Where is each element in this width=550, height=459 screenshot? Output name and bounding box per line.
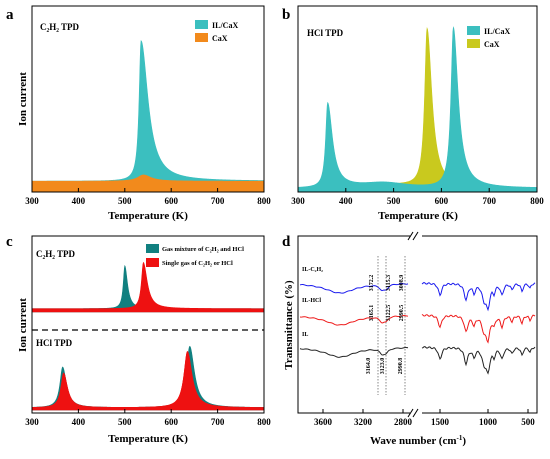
legend-label-mixture: Gas mixture of C₂H₂ and HCl: [162, 246, 244, 253]
x-tick-label: 800: [257, 417, 271, 427]
panel-d-xlabel-close: ): [462, 435, 466, 447]
x-tick-label: 600: [435, 196, 449, 206]
series-label-il-hcl: IL-HCl: [302, 298, 321, 304]
x-tick-label: 400: [72, 196, 86, 206]
x-tick-label: 600: [164, 196, 178, 206]
series-area-il-cax: [31, 40, 265, 193]
legend-swatch-single: [146, 258, 159, 267]
panel-b-label: b: [282, 7, 290, 23]
legend-label-il-cax: IL/CaX: [212, 21, 238, 30]
x-tick-label: 1500: [431, 417, 450, 427]
panel-c-label: c: [6, 234, 13, 250]
peak-annotation: 3122.5: [386, 305, 392, 322]
panel-a-legend: IL/CaX CaX: [195, 20, 238, 43]
x-tick-label: 300: [25, 417, 39, 427]
x-tick-label: 400: [72, 417, 86, 427]
spectrum-line-il-hcl-low: [421, 314, 536, 344]
panel-c-xlabel: Temperature (K): [108, 433, 188, 445]
peak-annotation: 3115.3: [386, 275, 392, 291]
peak-annotation: 3008.9: [399, 275, 405, 292]
x-tick-label: 3600: [314, 417, 333, 427]
x-tick-label: 500: [118, 196, 132, 206]
x-tick-label: 700: [211, 417, 225, 427]
x-tick-label: 500: [118, 417, 132, 427]
panel-d-ylabel: Transmittance (%): [283, 280, 295, 370]
x-tick-label: 800: [257, 196, 271, 206]
x-tick-label: 3200: [354, 417, 373, 427]
legend-swatch-il-cax: [195, 20, 208, 29]
panel-d-label: d: [282, 234, 291, 250]
panel-b-xticks: 300 400 500 600 700 800: [291, 188, 544, 206]
panel-b-frame: [297, 5, 538, 193]
series-area-il-cax: [297, 26, 538, 193]
x-tick-label: 300: [291, 196, 305, 206]
panel-d: d IL-C₂H₂ IL-HCl IL 3172.2 3115.3 3008.931…: [282, 231, 538, 447]
legend-label-cax: CaX: [212, 34, 228, 43]
spectrum-line-il-c-h-low: [421, 281, 536, 312]
panel-a: a C₂H₂ TPD 300 400 500 600 700 800 Temperatur…: [6, 5, 271, 222]
panel-d-annotations: 3172.2 3115.3 3008.9 3165.1 3122.5 2990.5 3164…: [366, 275, 405, 375]
peak-annotation: 2990.8: [398, 358, 404, 375]
panel-c-title-top: C₂H₂ TPD: [36, 249, 75, 259]
panel-c-frame: [31, 235, 265, 414]
panel-d-xlabel-sup: -1: [457, 434, 463, 442]
panel-c-title-bottom: HCl TPD: [36, 338, 73, 348]
legend-swatch-mixture: [146, 244, 159, 253]
x-tick-label: 300: [25, 196, 39, 206]
panel-c-legend: Gas mixture of C₂H₂ and HCl Single gas o…: [146, 244, 244, 267]
series-label-il-c2h2: IL-C₂H₂: [302, 267, 323, 273]
legend-swatch-cax: [195, 33, 208, 42]
spectrum-line-il-c-h-high: [299, 283, 409, 294]
spectrum-line-il-hcl-high: [299, 315, 409, 326]
panel-a-frame: [31, 5, 265, 193]
x-tick-label: 700: [211, 196, 225, 206]
panel-d-xlabel: Wave number (cm-1): [370, 434, 466, 447]
panel-d-spectra: [299, 281, 536, 375]
x-tick-label: 1000: [479, 417, 498, 427]
x-tick-label: 600: [164, 417, 178, 427]
x-tick-label: 500: [387, 196, 401, 206]
panel-a-areas: [31, 40, 265, 193]
panel-a-title: C₂H₂ TPD: [40, 22, 79, 32]
spectrum-line-il-high: [299, 346, 409, 358]
peak-annotation: 3123.0: [380, 358, 386, 375]
spectrum-line-il-low: [421, 346, 536, 375]
legend-label-il-cax: IL/CaX: [484, 27, 510, 36]
x-tick-label: 800: [530, 196, 544, 206]
series-area-single-gas-of-c-h-or-hcl: [31, 351, 265, 411]
panel-d-xlabel-text: Wave number (cm: [370, 435, 457, 447]
legend-swatch-il-cax: [467, 26, 480, 35]
legend-swatch-cax: [467, 39, 480, 48]
panel-b: b HCl TPD 300 400 500 600 700 800 Temperature…: [282, 5, 544, 222]
axis-break-icon: [407, 231, 419, 418]
x-tick-label: 700: [482, 196, 496, 206]
series-area-single-gas-of-c-h-or-hcl: [31, 261, 265, 313]
series-area-cax: [31, 174, 265, 193]
panel-b-title: HCl TPD: [307, 28, 344, 38]
panel-b-xlabel: Temperature (K): [378, 210, 458, 222]
peak-annotation: 3172.2: [369, 275, 375, 292]
panel-a-ylabel: Ion current: [17, 72, 29, 126]
legend-label-cax: CaX: [484, 40, 500, 49]
x-tick-label: 2800: [394, 417, 413, 427]
panel-d-xticks: 3600 3200 2800 1500 1000 500: [314, 409, 535, 427]
panel-b-legend: IL/CaX CaX: [467, 26, 510, 49]
panel-a-xlabel: Temperature (K): [108, 210, 188, 222]
panel-c-ylabel: Ion current: [17, 298, 29, 352]
panel-a-xticks: 300 400 500 600 700 800: [25, 188, 271, 206]
panel-d-guides: [377, 256, 406, 395]
panel-c-xticks: 300 400 500 600 700 800: [25, 409, 271, 427]
x-tick-label: 400: [339, 196, 353, 206]
panel-b-areas: [297, 26, 538, 193]
peak-annotation: 2990.5: [399, 305, 405, 322]
panel-c: c C₂H₂ TPD HCl TPD 300 400 500 600 700 800 Te…: [6, 234, 271, 445]
panel-a-label: a: [6, 7, 14, 23]
legend-label-single: Single gas of C₂H₂ or HCl: [162, 260, 233, 267]
peak-annotation: 3164.0: [366, 358, 372, 375]
panel-c-areas: [31, 261, 265, 411]
series-label-il: IL: [302, 332, 308, 338]
x-tick-label: 500: [521, 417, 535, 427]
peak-annotation: 3165.1: [369, 305, 375, 322]
